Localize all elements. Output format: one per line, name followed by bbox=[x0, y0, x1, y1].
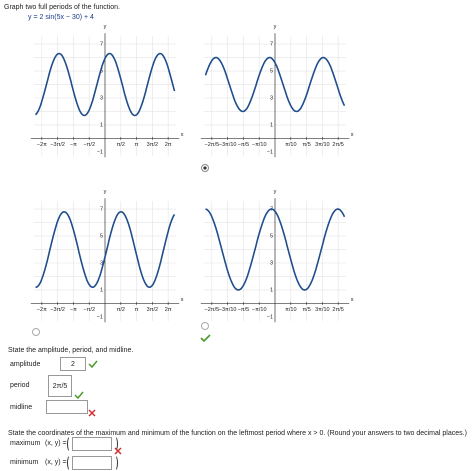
x-tick-label: −π/2 bbox=[83, 307, 95, 313]
y-tick-label: 1 bbox=[270, 287, 273, 293]
y-tick-label: −1 bbox=[97, 314, 103, 320]
x-icon bbox=[88, 409, 96, 417]
x-tick-label: −2π bbox=[37, 307, 47, 313]
part2-prompt: State the amplitude, period, and midline… bbox=[8, 347, 134, 354]
axis-label: y bbox=[274, 189, 277, 195]
x-tick-label: −π/5 bbox=[238, 142, 250, 148]
radio-dot bbox=[203, 166, 207, 170]
field-label: midline bbox=[10, 404, 33, 411]
axis-label: y bbox=[104, 189, 107, 195]
paren bbox=[67, 455, 73, 471]
field-label: minimum bbox=[10, 459, 39, 466]
x-tick-label: 2π bbox=[165, 307, 172, 313]
y-tick-label: 3 bbox=[100, 95, 103, 101]
x-icon bbox=[114, 447, 122, 455]
x-tick-label: π/2 bbox=[117, 142, 125, 148]
axis-label: y bbox=[274, 24, 277, 30]
amplitude-input[interactable]: 2 bbox=[60, 357, 86, 371]
x-tick-label: −2π/5 bbox=[205, 307, 220, 313]
y-tick-label: −1 bbox=[267, 149, 273, 155]
check-icon bbox=[200, 334, 211, 343]
x-tick-label: π/10 bbox=[285, 142, 296, 148]
x-tick-label: 3π/10 bbox=[315, 307, 330, 313]
y-tick-label: 3 bbox=[100, 260, 103, 266]
y-tick-label: 7 bbox=[270, 42, 273, 48]
axis-label: x bbox=[351, 132, 354, 138]
check-icon bbox=[74, 391, 84, 399]
y-tick-label: 3 bbox=[270, 95, 273, 101]
check-icon bbox=[88, 360, 98, 368]
x-tick-label: −3π/2 bbox=[50, 142, 65, 148]
curve bbox=[204, 56, 346, 113]
x-tick-label: π/5 bbox=[302, 142, 310, 148]
maximum-input[interactable] bbox=[72, 437, 112, 451]
axis-label: x bbox=[181, 297, 184, 303]
x-tick-label: −π bbox=[70, 307, 77, 313]
axis-label: x bbox=[181, 132, 184, 138]
x-tick-label: −π bbox=[70, 142, 77, 148]
period-input[interactable]: 2π/5 bbox=[48, 375, 72, 397]
x-tick-label: −π/10 bbox=[252, 307, 267, 313]
curve bbox=[35, 210, 176, 288]
paren bbox=[112, 436, 118, 452]
axis-label: y bbox=[104, 24, 107, 30]
x-tick-label: π bbox=[135, 142, 139, 148]
radio[interactable] bbox=[201, 322, 209, 330]
field-label: maximum bbox=[10, 440, 41, 447]
axis-label: x bbox=[351, 297, 354, 303]
x-tick-label: −2π/5 bbox=[205, 142, 220, 148]
coords-label: (x, y) = bbox=[45, 459, 67, 466]
y-tick-label: 1 bbox=[270, 122, 273, 128]
x-tick-label: −2π bbox=[37, 142, 47, 148]
x-tick-label: π/10 bbox=[285, 307, 296, 313]
x-tick-label: 2π/5 bbox=[332, 307, 343, 313]
field-label: period bbox=[10, 382, 30, 389]
curve bbox=[205, 208, 346, 291]
x-tick-label: π bbox=[135, 307, 139, 313]
x-tick-label: 3π/2 bbox=[147, 142, 158, 148]
y-tick-label: 7 bbox=[100, 42, 103, 48]
y-tick-label: 5 bbox=[270, 68, 273, 74]
x-tick-label: −3π/10 bbox=[219, 142, 237, 148]
function: y = 2 sin(5x − 30) + 4 bbox=[28, 14, 94, 21]
paren bbox=[112, 455, 118, 471]
x-tick-label: −π/2 bbox=[83, 142, 95, 148]
x-tick-label: −π/5 bbox=[238, 307, 250, 313]
y-tick-label: −1 bbox=[267, 314, 273, 320]
part3-prompt: State the coordinates of the maximum and… bbox=[8, 430, 467, 437]
x-tick-label: π/5 bbox=[302, 307, 310, 313]
x-tick-label: 3π/10 bbox=[315, 142, 330, 148]
y-tick-label: 1 bbox=[100, 122, 103, 128]
y-tick-label: 5 bbox=[270, 233, 273, 239]
coords-label: (x, y) = bbox=[45, 440, 67, 447]
question: Graph two full periods of the function. bbox=[4, 4, 120, 11]
minimum-input[interactable] bbox=[72, 456, 112, 470]
x-tick-label: −π/10 bbox=[252, 142, 267, 148]
y-tick-label: 3 bbox=[270, 260, 273, 266]
x-tick-label: −3π/10 bbox=[219, 307, 237, 313]
paren bbox=[67, 436, 73, 452]
x-tick-label: 2π/5 bbox=[332, 142, 343, 148]
x-tick-label: π/2 bbox=[117, 307, 125, 313]
y-tick-label: 5 bbox=[100, 233, 103, 239]
curve bbox=[34, 52, 176, 117]
x-tick-label: 3π/2 bbox=[147, 307, 158, 313]
field-label: amplitude bbox=[10, 361, 41, 368]
y-tick-label: 5 bbox=[100, 68, 103, 74]
x-tick-label: −3π/2 bbox=[50, 307, 65, 313]
radio[interactable] bbox=[32, 328, 40, 336]
midline-input[interactable] bbox=[46, 400, 88, 414]
y-tick-label: 7 bbox=[100, 207, 103, 213]
x-tick-label: 2π bbox=[165, 142, 172, 148]
y-tick-label: −1 bbox=[97, 149, 103, 155]
y-tick-label: 1 bbox=[100, 287, 103, 293]
